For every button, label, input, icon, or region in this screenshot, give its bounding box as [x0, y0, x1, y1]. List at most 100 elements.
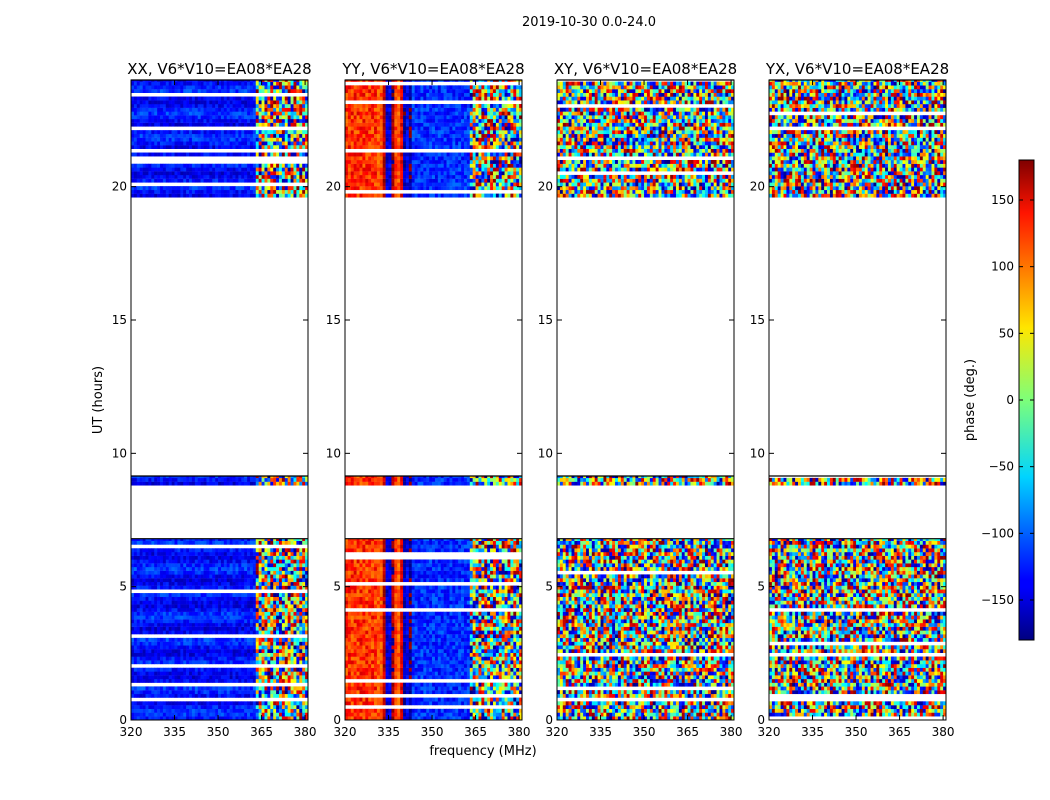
heatmap-cell: [162, 167, 167, 172]
heatmap-cell: [513, 690, 517, 695]
heatmap-cell: [498, 697, 502, 702]
heatmap-cell: [165, 163, 170, 168]
heatmap-cell: [305, 145, 309, 149]
heatmap-cell: [200, 611, 204, 616]
heatmap-cell: [180, 671, 184, 676]
heatmap-cell: [209, 152, 213, 157]
heatmap-cell: [241, 574, 245, 579]
heatmap-cell: [189, 538, 193, 541]
heatmap-cell: [148, 660, 152, 665]
heatmap-cell: [290, 115, 294, 120]
heatmap-cell: [136, 178, 140, 183]
heatmap-cell: [249, 130, 254, 135]
heatmap-cell: [252, 89, 257, 93]
heatmap-cell: [154, 716, 158, 721]
heatmap-cell: [189, 574, 193, 579]
heatmap-cell: [347, 716, 352, 721]
heatmap-cell: [145, 581, 149, 586]
heatmap-cell: [281, 555, 286, 560]
heatmap-cell: [151, 89, 155, 93]
heatmap-cell: [278, 690, 283, 695]
heatmap-cell: [177, 107, 181, 112]
heatmap-cell: [174, 145, 178, 149]
heatmap-cell: [252, 559, 257, 564]
heatmap-cell: [264, 578, 268, 583]
heatmap-cell: [287, 593, 291, 597]
heatmap-cell: [293, 178, 297, 183]
heatmap-cell: [261, 477, 265, 482]
heatmap-cell: [287, 548, 291, 553]
heatmap-cell: [423, 675, 427, 680]
heatmap-cell: [226, 596, 230, 601]
heatmap-cell: [382, 682, 386, 687]
heatmap-cell: [284, 690, 288, 695]
heatmap-cell: [252, 118, 257, 123]
heatmap-cell: [235, 716, 239, 721]
heatmap-cell: [177, 615, 181, 620]
heatmap-cell: [171, 686, 175, 691]
heatmap-cell: [200, 100, 204, 105]
heatmap-cell: [177, 133, 181, 138]
heatmap-cell: [252, 622, 257, 627]
heatmap-cell: [235, 708, 239, 713]
heatmap-cell: [261, 566, 265, 571]
heatmap-cell: [252, 552, 257, 556]
heatmap-cell: [287, 145, 291, 149]
heatmap-cell: [183, 619, 187, 624]
heatmap-cell: [278, 626, 283, 631]
heatmap-cell: [180, 652, 184, 657]
heatmap-cell: [278, 596, 283, 601]
heatmap-cell: [215, 89, 219, 93]
heatmap-cell: [264, 80, 268, 82]
heatmap-cell: [197, 563, 201, 568]
heatmap-cell: [136, 481, 140, 486]
heatmap-cell: [305, 85, 309, 90]
heatmap-cell: [241, 145, 245, 149]
heatmap-cell: [276, 716, 280, 721]
heatmap-cell: [212, 656, 216, 661]
heatmap-cell: [171, 145, 175, 149]
heatmap-cell: [212, 477, 216, 482]
heatmap-cell: [305, 593, 309, 597]
heatmap-cell: [296, 104, 300, 108]
heatmap-cell: [131, 619, 135, 624]
heatmap-cell: [186, 100, 190, 105]
heatmap-cell: [290, 555, 294, 560]
heatmap-cell: [290, 104, 294, 108]
heatmap-cell: [299, 608, 303, 612]
heatmap-cell: [258, 570, 262, 575]
heatmap-cell: [284, 96, 288, 101]
heatmap-cell: [203, 563, 207, 568]
heatmap-cell: [267, 649, 271, 653]
heatmap-cell: [244, 585, 248, 590]
heatmap-cell: [290, 596, 294, 601]
heatmap-cell: [276, 167, 280, 172]
heatmap-cell: [168, 167, 172, 172]
heatmap-cell: [215, 570, 219, 575]
heatmap-cell: [290, 652, 294, 657]
heatmap-cell: [261, 649, 265, 653]
heatmap-cell: [252, 100, 257, 105]
heatmap-cell: [229, 581, 233, 586]
heatmap-cell: [131, 641, 135, 646]
heatmap-cell: [133, 555, 138, 560]
heatmap-cell: [290, 660, 294, 665]
heatmap-cell: [154, 701, 158, 706]
heatmap-cell: [177, 80, 181, 82]
heatmap-cell: [478, 712, 482, 717]
heatmap-cell: [200, 667, 204, 672]
heatmap-cell: [220, 141, 225, 146]
heatmap-cell: [133, 660, 138, 665]
heatmap-cell: [168, 171, 172, 176]
heatmap-cell: [258, 693, 262, 698]
heatmap-cell: [290, 690, 294, 695]
heatmap-cell: [270, 566, 274, 571]
heatmap-cell: [229, 656, 233, 661]
heatmap-cell: [139, 645, 143, 650]
heatmap-cell: [258, 115, 262, 120]
heatmap-cell: [261, 163, 265, 168]
heatmap-cell: [238, 630, 242, 635]
heatmap-cell: [293, 615, 297, 620]
heatmap-cell: [194, 171, 199, 176]
heatmap-cell: [203, 570, 207, 575]
